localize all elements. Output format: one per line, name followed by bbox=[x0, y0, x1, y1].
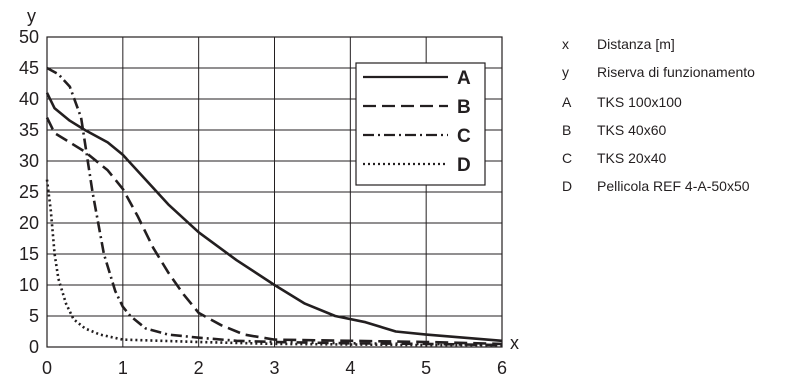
x-tick-label: 0 bbox=[42, 358, 52, 378]
side-legend-key: A bbox=[562, 94, 572, 110]
side-legend-key: y bbox=[562, 64, 569, 80]
side-legend-key: B bbox=[562, 122, 572, 138]
legend-box bbox=[355, 62, 486, 186]
side-legend-row-c: C TKS 20x40 bbox=[562, 144, 755, 172]
side-legend-row-x: x Distanza [m] bbox=[562, 30, 755, 58]
y-tick-label: 40 bbox=[19, 89, 39, 109]
y-tick-label: 35 bbox=[19, 120, 39, 140]
series-line-c bbox=[46, 66, 503, 347]
side-legend-row-y: y Riserva di funzionamento bbox=[562, 58, 755, 86]
y-axis-label: y bbox=[27, 6, 36, 26]
y-tick-label: 0 bbox=[29, 337, 39, 357]
legend-label-b: B bbox=[457, 97, 471, 118]
legend-label-d: D bbox=[457, 155, 471, 176]
side-legend: x Distanza [m] y Riserva di funzionament… bbox=[562, 30, 755, 200]
x-tick-label: 6 bbox=[497, 358, 507, 378]
side-legend-text: TKS 100x100 bbox=[597, 94, 682, 110]
side-legend-text: Pellicola REF 4-A-50x50 bbox=[597, 178, 750, 194]
y-tick-label: 45 bbox=[19, 58, 39, 78]
x-tick-label: 3 bbox=[269, 358, 279, 378]
y-tick-label: 25 bbox=[19, 182, 39, 202]
x-axis-label: x bbox=[510, 333, 519, 353]
x-tick-label: 5 bbox=[421, 358, 431, 378]
side-legend-row-a: A TKS 100x100 bbox=[562, 88, 755, 116]
series-lines bbox=[45, 66, 503, 347]
side-legend-key: C bbox=[562, 150, 573, 166]
plot-frame bbox=[46, 36, 503, 348]
legend-label-c: C bbox=[457, 126, 471, 147]
y-tick-label: 50 bbox=[19, 27, 39, 47]
side-legend-text: Riserva di funzionamento bbox=[597, 64, 755, 80]
legend-label-a: A bbox=[457, 68, 471, 89]
x-tick-label: 4 bbox=[345, 358, 355, 378]
side-legend-key: x bbox=[562, 36, 569, 52]
side-legend-text: TKS 40x60 bbox=[597, 122, 667, 138]
y-tick-label: 15 bbox=[19, 244, 39, 264]
y-tick-label: 20 bbox=[19, 213, 39, 233]
x-tick-label: 2 bbox=[194, 358, 204, 378]
series-line-b bbox=[45, 117, 503, 346]
y-tick-label: 5 bbox=[29, 306, 39, 326]
y-tick-label: 30 bbox=[19, 151, 39, 171]
y-tick-label: 10 bbox=[19, 275, 39, 295]
x-tick-label: 1 bbox=[118, 358, 128, 378]
side-legend-row-d: D Pellicola REF 4-A-50x50 bbox=[562, 172, 755, 200]
side-legend-key: D bbox=[562, 178, 573, 194]
side-legend-text: TKS 20x40 bbox=[597, 150, 667, 166]
side-legend-text: Distanza [m] bbox=[597, 36, 675, 52]
side-legend-row-b: B TKS 40x60 bbox=[562, 116, 755, 144]
